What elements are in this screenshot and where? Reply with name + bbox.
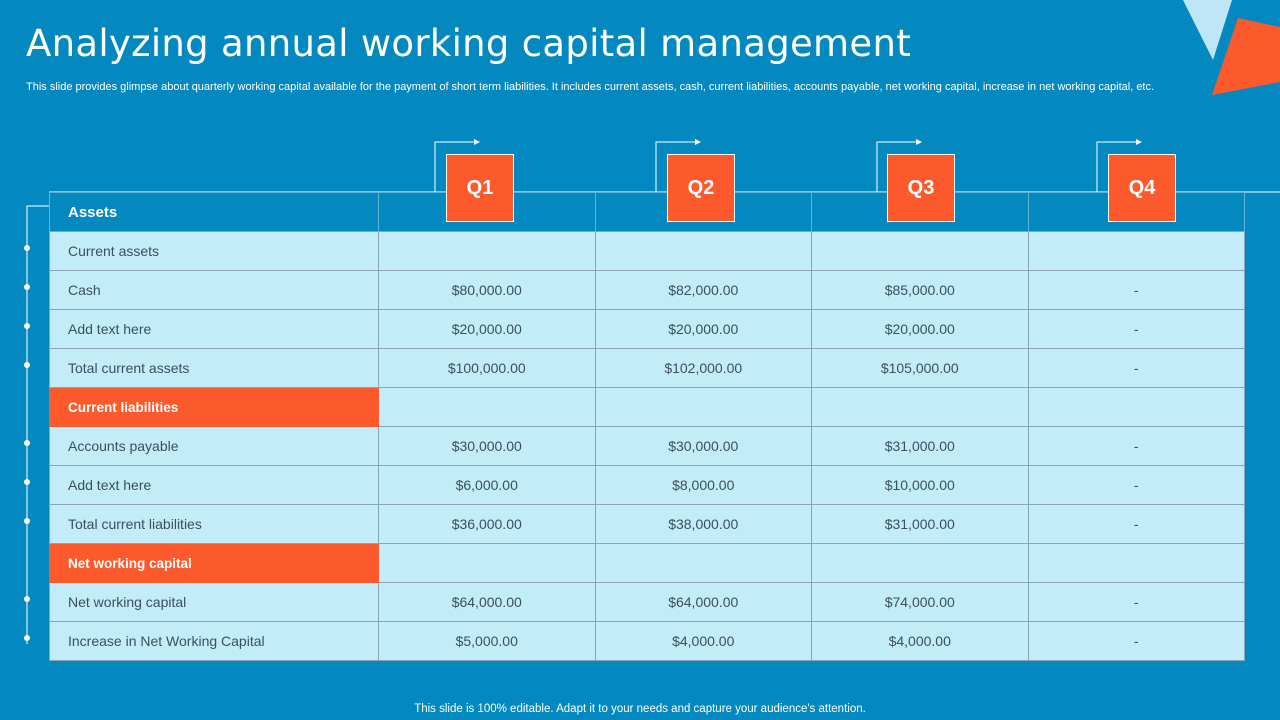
cell-q4: - [1027,582,1245,622]
cell-q3 [811,387,1029,427]
cell-q1 [378,387,596,427]
slide-title: Analyzing annual working capital managem… [26,22,912,65]
q1-arrow-line [434,141,475,192]
timeline-dot [24,323,30,329]
q2-arrow-head [695,139,701,145]
cell-q3: $4,000.00 [811,621,1029,661]
cell-q4 [1027,387,1245,427]
section-row-current-liabilities: Current liabilities [49,387,1245,427]
cell-q3: $31,000.00 [811,426,1029,466]
cell-q4 [1027,231,1245,271]
cell-q1 [378,543,596,583]
q3-arrow-head [916,139,922,145]
slide-subtitle: This slide provides glimpse about quarte… [26,81,1155,93]
cell-q4: - [1027,621,1245,661]
cell-q3 [811,543,1029,583]
cell-q1 [378,231,596,271]
corner-triangle-orange [1212,18,1280,95]
left-bracket [26,205,49,644]
cell-q3: $31,000.00 [811,504,1029,544]
row-label: Cash [49,270,379,310]
cell-q4: - [1027,348,1245,388]
cell-q2: $8,000.00 [594,465,812,505]
row-label: Add text here [49,309,379,349]
timeline-dot [24,284,30,290]
q2-arrow-line [655,141,696,192]
table-row: Total current assets $100,000.00 $102,00… [49,348,1245,388]
section-label: Current liabilities [49,387,379,427]
footer-note: This slide is 100% editable. Adapt it to… [414,703,866,715]
cell-q2: $82,000.00 [594,270,812,310]
corner-triangle-light [1183,0,1232,60]
q3-arrow-line [876,141,917,192]
cell-q2 [594,387,812,427]
cell-q1: $100,000.00 [378,348,596,388]
table-row: Total current liabilities $36,000.00 $38… [49,504,1245,544]
timeline-dot [24,245,30,251]
section-row-net-working-capital: Net working capital [49,543,1245,583]
cell-q2: $4,000.00 [594,621,812,661]
cell-q1: $64,000.00 [378,582,596,622]
cell-q2: $102,000.00 [594,348,812,388]
cell-q4: - [1027,504,1245,544]
working-capital-table: Assets Current assets Cash $80,000.00 $8… [49,192,1245,661]
row-label: Accounts payable [49,426,379,466]
table-row: Net working capital $64,000.00 $64,000.0… [49,582,1245,622]
row-label: Current assets [49,231,379,271]
q4-arrow-line [1096,141,1137,192]
table-row: Increase in Net Working Capital $5,000.0… [49,621,1245,661]
assets-header: Assets [49,192,379,232]
row-label: Increase in Net Working Capital [49,621,379,661]
q4-arrow-head [1136,139,1142,145]
row-label: Add text here [49,465,379,505]
cell-q2 [594,231,812,271]
row-label: Total current assets [49,348,379,388]
row-label: Total current liabilities [49,504,379,544]
table-row: Add text here $6,000.00 $8,000.00 $10,00… [49,465,1245,505]
cell-q2: $30,000.00 [594,426,812,466]
cell-q1: $5,000.00 [378,621,596,661]
timeline-dot [24,596,30,602]
quarter-badge-q3: Q3 [887,154,955,222]
cell-q4: - [1027,270,1245,310]
table-row: Current assets [49,231,1245,271]
cell-q3: $20,000.00 [811,309,1029,349]
table-header-row: Assets [49,192,1245,232]
quarter-badge-q2: Q2 [667,154,735,222]
timeline-dot [24,440,30,446]
cell-q3 [811,231,1029,271]
cell-q1: $80,000.00 [378,270,596,310]
cell-q3: $105,000.00 [811,348,1029,388]
table-row: Cash $80,000.00 $82,000.00 $85,000.00 - [49,270,1245,310]
cell-q4: - [1027,309,1245,349]
cell-q2: $38,000.00 [594,504,812,544]
cell-q1: $30,000.00 [378,426,596,466]
timeline-dot [24,479,30,485]
cell-q2: $64,000.00 [594,582,812,622]
cell-q1: $36,000.00 [378,504,596,544]
table-row: Accounts payable $30,000.00 $30,000.00 $… [49,426,1245,466]
timeline-dot [24,635,30,641]
timeline-dot [24,518,30,524]
cell-q1: $6,000.00 [378,465,596,505]
cell-q3: $74,000.00 [811,582,1029,622]
cell-q4: - [1027,426,1245,466]
cell-q3: $85,000.00 [811,270,1029,310]
timeline-dot [24,362,30,368]
row-label: Net working capital [49,582,379,622]
cell-q3: $10,000.00 [811,465,1029,505]
section-label: Net working capital [49,543,379,583]
table-row: Add text here $20,000.00 $20,000.00 $20,… [49,309,1245,349]
quarter-badge-q4: Q4 [1108,154,1176,222]
quarter-badge-q1: Q1 [446,154,514,222]
cell-q2 [594,543,812,583]
cell-q4: - [1027,465,1245,505]
cell-q1: $20,000.00 [378,309,596,349]
cell-q4 [1027,543,1245,583]
q1-arrow-head [474,139,480,145]
cell-q2: $20,000.00 [594,309,812,349]
